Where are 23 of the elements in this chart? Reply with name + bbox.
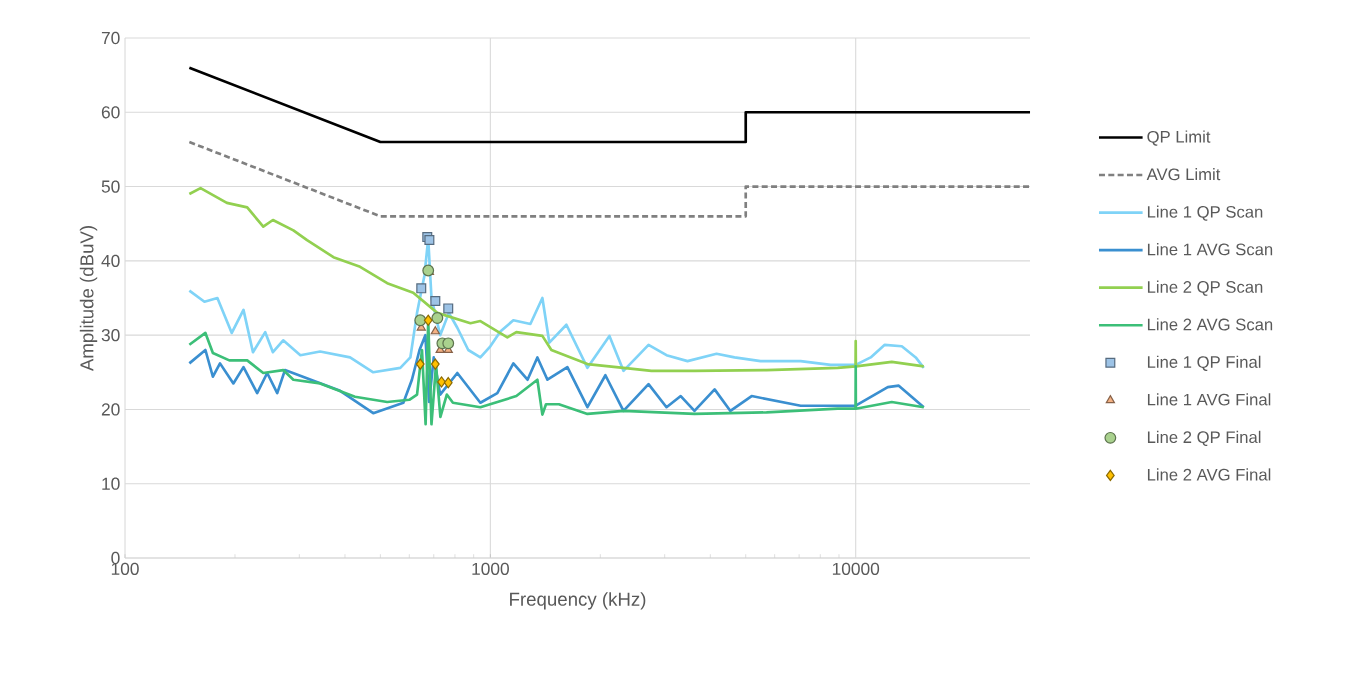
x-tick-label: 10000 xyxy=(832,562,880,575)
legend-label: Line 2 QP Scan xyxy=(1147,280,1263,296)
x-axis-title: Frequency (kHz) xyxy=(510,592,646,610)
legend-label: Line 1 AVG Scan xyxy=(1147,243,1273,256)
y-tick-label: 20 xyxy=(101,403,120,416)
y-axis-title: Amplitude (dBuV) xyxy=(79,226,98,372)
y-tick-label: 0 xyxy=(111,551,120,565)
legend-label: Line 1 AVG Final xyxy=(1147,393,1271,406)
y-tick-label: 10 xyxy=(102,477,120,490)
y-tick-label: 40 xyxy=(101,254,120,267)
legend-label: Line 2 QP Final xyxy=(1147,430,1261,447)
legend-label: Line 1 QP Scan xyxy=(1147,205,1263,221)
y-tick-label: 60 xyxy=(101,106,120,119)
legend-label: Line 2 AVG Scan xyxy=(1147,318,1273,331)
legend-label: QP Limit xyxy=(1147,130,1211,146)
x-tick-label: 100 xyxy=(111,562,139,575)
legend-label: Line 2 AVG Final xyxy=(1147,468,1271,481)
legend-label: AVG Limit xyxy=(1146,167,1221,181)
y-tick-label: 30 xyxy=(101,329,120,342)
y-tick-label: 50 xyxy=(101,180,120,193)
legend-label: Line 1 QP Final xyxy=(1147,355,1261,371)
x-tick-label: 1000 xyxy=(472,562,509,575)
y-tick-label: 70 xyxy=(101,31,120,45)
